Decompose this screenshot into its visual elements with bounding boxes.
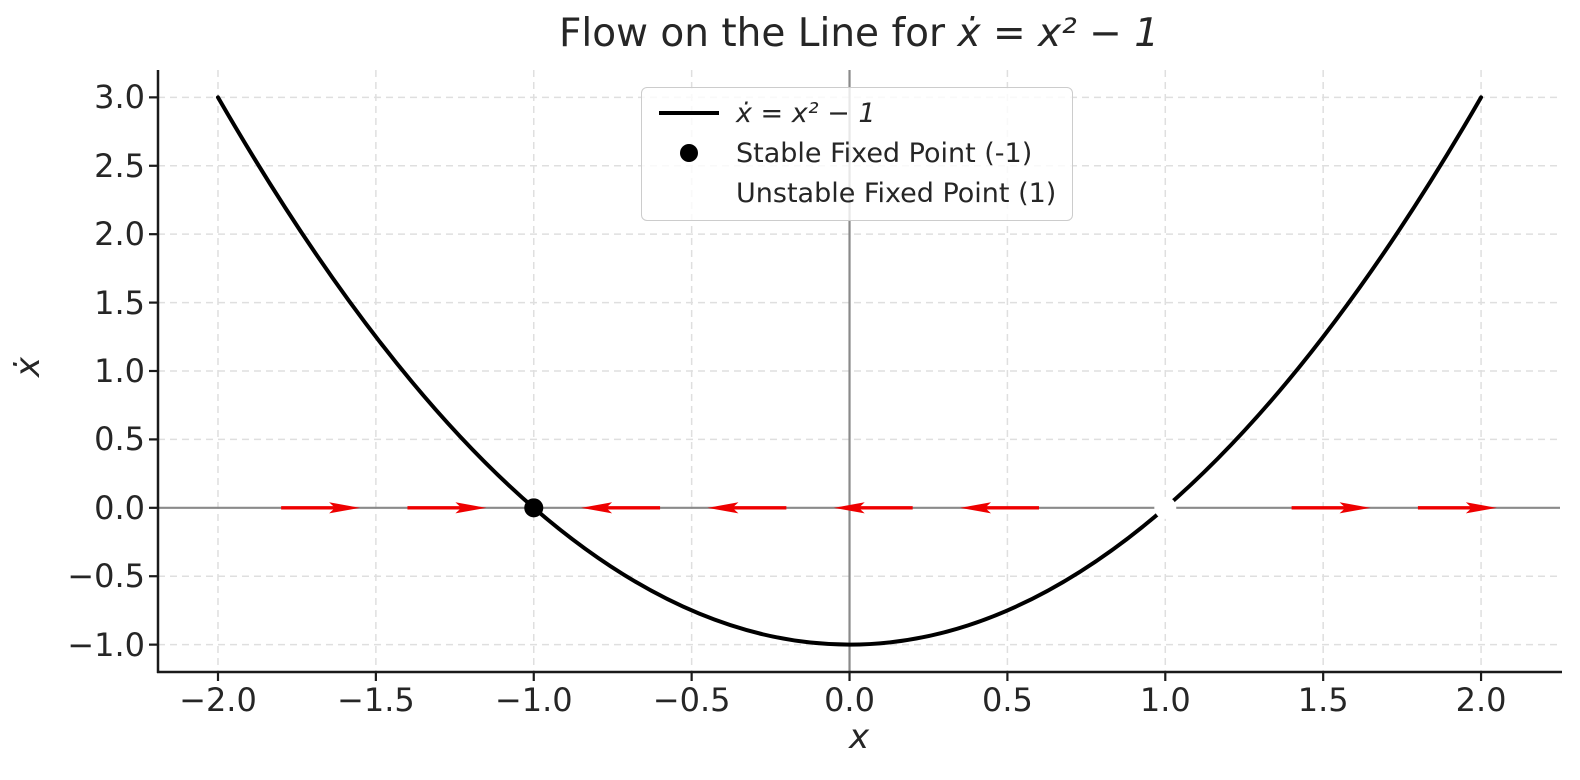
x-tick-label: −0.5 <box>652 681 731 719</box>
legend-item-unstable-fixed-point: Unstable Fixed Point (1) <box>642 173 1072 213</box>
parabola-curve <box>215 95 1484 647</box>
legend-item-curve: ẋ = x² − 1 <box>642 93 1072 133</box>
x-tick-label: 2.0 <box>1455 681 1507 719</box>
y-tick-label: 0.0 <box>94 488 145 527</box>
legend-line-sample <box>642 111 736 115</box>
y-tick-label: 3.0 <box>94 78 145 117</box>
filled-circle-icon <box>680 144 698 162</box>
flow-arrow-head <box>1339 502 1371 514</box>
x-tick-label: 0.0 <box>824 681 875 719</box>
y-tick-label: 2.0 <box>94 215 145 254</box>
flow-arrow-head <box>1465 502 1497 514</box>
x-tick-label: 1.5 <box>1297 681 1349 719</box>
legend-label-unstable: Unstable Fixed Point (1) <box>736 177 1057 209</box>
line-swatch-icon <box>659 111 719 115</box>
x-tick-label: −2.0 <box>179 681 257 719</box>
x-tick-label: 0.5 <box>981 681 1033 719</box>
legend-dot-sample <box>642 144 736 162</box>
y-tick-label: 1.5 <box>94 283 145 322</box>
x-tick-label: 1.0 <box>1139 681 1191 719</box>
title-text: Flow on the Line for <box>558 11 958 56</box>
unstable-fixed-point-marker <box>1154 496 1177 519</box>
x-tick-label: −1.0 <box>494 681 573 719</box>
flow-arrow-head <box>707 502 739 514</box>
legend-label-stable: Stable Fixed Point (-1) <box>736 137 1033 169</box>
flow-arrow-head <box>833 502 865 514</box>
flow-arrow-head <box>455 502 487 514</box>
x-axis-label: x <box>848 717 870 757</box>
flow-arrow-head <box>329 502 361 514</box>
y-tick-label: −1.0 <box>67 625 145 664</box>
y-tick-label: 2.5 <box>94 146 145 185</box>
legend-item-stable-fixed-point: Stable Fixed Point (-1) <box>642 133 1072 173</box>
flow-arrow-head <box>581 502 613 514</box>
chart-title: Flow on the Line for ẋ = x² − 1 <box>158 11 1560 56</box>
y-tick-label: 1.0 <box>94 352 145 390</box>
y-tick-label: −0.5 <box>67 557 145 596</box>
legend-label-curve: ẋ = x² − 1 <box>736 97 876 129</box>
x-tick-label: −1.5 <box>337 681 415 719</box>
flow-arrow-head <box>960 502 992 514</box>
legend: ẋ = x² − 1 Stable Fixed Point (-1) Unsta… <box>641 87 1073 221</box>
title-equation: ẋ = x² − 1 <box>957 11 1160 56</box>
y-tick-label: 0.5 <box>94 420 145 459</box>
stable-fixed-point-marker <box>524 498 544 518</box>
